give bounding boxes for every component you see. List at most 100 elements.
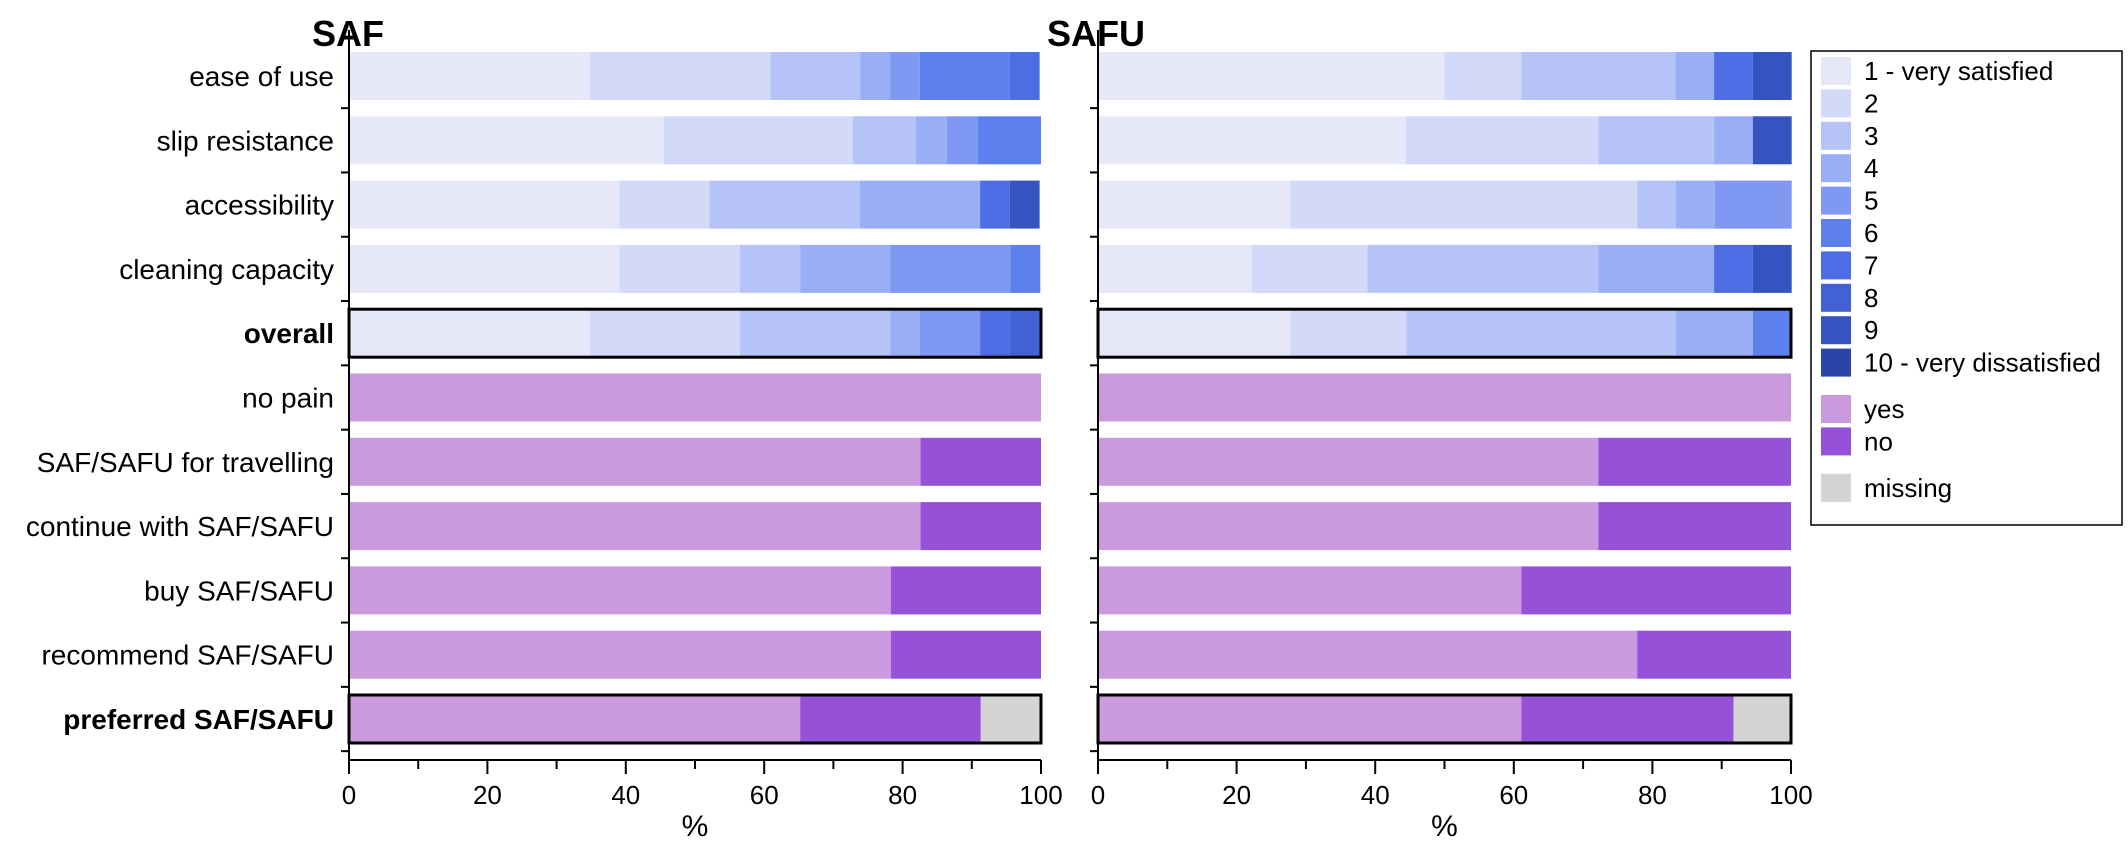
bar-segment-s9 <box>1752 116 1792 165</box>
legend-item-s10: 10 - very dissatisfied <box>1821 348 2101 378</box>
bar-segment-s4 <box>890 309 920 358</box>
bar-segment-s3 <box>770 52 861 100</box>
legend-swatch <box>1821 251 1851 280</box>
bar-segment-s3 <box>739 244 801 293</box>
panel-safu: SAFU <box>1047 13 1145 54</box>
legend-swatch <box>1821 89 1851 118</box>
legend-item-s4: 4 <box>1821 153 1878 183</box>
x-axis-safu: 0 20 40 60 80 100% <box>1090 30 1813 843</box>
legend-label: 6 <box>1864 218 1878 248</box>
x-tick-label: 100 <box>1769 780 1812 810</box>
x-tick-label: 0 <box>342 780 356 810</box>
bar-segment-s7 <box>1009 52 1040 100</box>
bar-segment-s7 <box>1714 244 1753 293</box>
bar-continue-with-saf-safu <box>349 502 1041 551</box>
legend-item-no: no <box>1821 426 1893 456</box>
legend-label: missing <box>1864 473 1952 503</box>
bar-segment-s9 <box>1752 244 1792 293</box>
bar-segment-yes <box>349 373 1041 422</box>
bar-segment-s4 <box>1714 116 1753 165</box>
category-label-saf-safu-for-travelling: SAF/SAFU for travelling <box>37 447 334 478</box>
legend-label: 3 <box>1864 121 1878 151</box>
category-label-ease-of-use: ease of use <box>189 61 334 92</box>
bar-overall <box>1096 307 1793 359</box>
bar-segment-missing <box>980 695 1041 743</box>
bar-segment-s9 <box>1009 180 1040 229</box>
x-tick-label: 20 <box>473 780 502 810</box>
bar-accessibility <box>1098 180 1792 229</box>
bar-segment-s2 <box>663 116 853 165</box>
bar-segment-yes <box>1098 630 1638 679</box>
bar-segment-s2 <box>1251 244 1368 293</box>
bar-segment-s2 <box>1405 116 1599 165</box>
bar-segment-s4 <box>1675 180 1715 229</box>
bar-segment-no <box>920 437 1041 486</box>
category-label-continue-with-saf-safu: continue with SAF/SAFU <box>26 511 334 542</box>
bar-accessibility <box>349 180 1040 229</box>
category-label-overall: overall <box>244 318 334 349</box>
bar-segment-yes <box>1098 502 1599 551</box>
category-labels: ease of use slip resistance accessibility c… <box>26 61 334 735</box>
bar-cleaning-capacity <box>349 244 1041 293</box>
bar-segment-s4 <box>859 180 981 229</box>
bars-saf <box>347 52 1043 745</box>
bar-saf-safu-for-travelling <box>1098 437 1791 486</box>
bar-segment-s3 <box>1406 309 1676 358</box>
legend-swatch <box>1821 283 1851 312</box>
x-tick-label: 60 <box>1499 780 1528 810</box>
bar-saf-safu-for-travelling <box>349 437 1041 486</box>
bar-segment-s2 <box>1290 309 1407 358</box>
bar-no-pain <box>349 373 1041 422</box>
bars-safu <box>1096 52 1793 745</box>
x-tick-label: 60 <box>750 780 779 810</box>
bar-segment-s3 <box>739 309 891 358</box>
bar-segment-s1 <box>349 244 620 293</box>
legend-item-s7: 7 <box>1821 250 1878 280</box>
x-tick-label: 20 <box>1222 780 1251 810</box>
legend-item-s5: 5 <box>1821 186 1878 216</box>
x-tick-label: 0 <box>1091 780 1105 810</box>
bar-segment-s4 <box>1675 52 1715 100</box>
legend-box <box>1810 50 2123 526</box>
bar-segment-yes <box>349 566 891 615</box>
bar-segment-s2 <box>1444 52 1522 100</box>
bar-slip-resistance <box>1098 116 1792 165</box>
bar-ease-of-use <box>1098 52 1792 100</box>
bar-segment-s1 <box>349 309 590 358</box>
bar-no-pain <box>1098 373 1791 422</box>
x-tick-label: 80 <box>1638 780 1667 810</box>
bar-segment-s8 <box>1009 309 1040 358</box>
bar-segment-s3 <box>852 116 916 165</box>
plot-panels <box>347 52 1793 745</box>
legend-swatch <box>1821 186 1851 215</box>
category-label-slip-resistance: slip resistance <box>157 125 334 156</box>
legend-label: 4 <box>1864 153 1878 183</box>
legend-swatch <box>1821 427 1851 456</box>
bar-recommend-saf-safu <box>349 630 1041 679</box>
bar-segment-no <box>1637 630 1791 679</box>
legend-swatch <box>1821 316 1851 345</box>
x-tick-label: 100 <box>1019 780 1062 810</box>
bar-segment-s1 <box>1098 116 1406 165</box>
bar-segment-s9 <box>1752 52 1792 100</box>
legend-swatch <box>1821 219 1851 247</box>
legend-item-s1: 1 - very satisfied <box>1821 56 2053 86</box>
bar-buy-saf-safu <box>349 566 1041 615</box>
bar-segment-s4 <box>915 116 947 165</box>
category-label-buy-saf-safu: buy SAF/SAFU <box>144 575 334 606</box>
bar-segment-s2 <box>589 309 740 358</box>
bar-segment-yes <box>1098 437 1599 486</box>
bar-ease-of-use <box>349 52 1040 100</box>
bar-segment-s3 <box>1521 52 1676 100</box>
bar-segment-s4 <box>800 244 891 293</box>
bar-segment-s1 <box>349 52 590 100</box>
bar-segment-s5 <box>890 52 920 100</box>
bar-recommend-saf-safu <box>1098 630 1791 679</box>
bar-segment-s2 <box>589 52 771 100</box>
bar-overall <box>347 307 1043 359</box>
x-tick-label: 40 <box>611 780 640 810</box>
legend-swatch <box>1821 348 1851 377</box>
bar-segment-s7 <box>980 180 1010 229</box>
x-axis-saf: 0 20 40 60 80 100% <box>341 30 1063 843</box>
